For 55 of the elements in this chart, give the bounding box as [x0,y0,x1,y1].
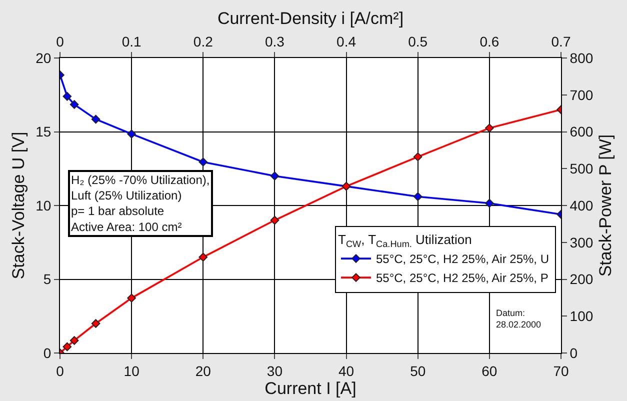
point [70,100,79,109]
y2-tick-label: 0 [570,344,578,361]
x-tick-label: 50 [410,362,426,379]
point [413,152,422,162]
x-tick-label: 70 [553,362,569,379]
legend-title: T$_{CW}$, T$_{Ca.Hum.}$ Utilization [338,232,472,249]
x2-tick-label: 0.4 [336,33,356,50]
y-tick-label: 5 [43,271,52,288]
point [198,252,208,262]
point [198,158,208,166]
point [127,130,136,138]
x-tick-label: 10 [124,362,140,379]
x2-tick-label: 0.2 [193,33,214,50]
x2-tick-label: 0.3 [264,33,285,50]
annotation: H₂ (25% -70% Utilization), Luft (25% Utilization) p= 1 bar absolute Active Area: 100 cm² [71,173,210,234]
point [270,172,280,180]
point [62,342,72,352]
point [270,216,280,225]
x2-tick-label: 0.5 [408,33,428,50]
y-tick-label: 20 [36,50,52,66]
y2-tick-label: 500 [570,160,594,177]
x-tick-label: 0 [56,362,64,379]
y2-tick-label: 200 [570,271,594,288]
x2-tick-label: 0.1 [122,33,142,50]
point [70,336,79,345]
x-tick-label: 40 [338,362,354,379]
x2-axis-title: Current-Density i [A/cm²] [217,8,404,28]
x-tick-label: 30 [266,362,283,379]
point [485,124,494,132]
x2-tick-label: 0 [56,33,64,50]
x2-tick-label: 0.7 [551,33,571,50]
y2-axis-title: Stack-Power P [W] [596,134,615,277]
point [91,114,100,124]
point [413,192,422,202]
point [485,198,494,208]
point [91,319,100,328]
x-tick-label: 60 [482,362,498,379]
x-axis-title: Current I [A] [264,379,356,398]
point [127,294,136,302]
y2-tick-label: 600 [570,124,594,140]
point [62,92,72,101]
y-tick-label: 15 [36,124,52,140]
y-tick-label: 10 [36,197,52,214]
y2-tick-label: 400 [570,197,594,214]
x2-tick-label: 0.6 [480,33,500,50]
legend-label: 55°C, 25°C, H2 25%, Air 25%, U [376,252,550,266]
y-tick-label: 0 [43,344,52,361]
y2-tick-label: 700 [570,86,594,103]
x-tick-label: 20 [195,362,212,379]
y2-tick-label: 800 [570,50,594,66]
y2-tick-label: 300 [570,234,594,250]
y-axis-title: Stack-Voltage U [V] [9,132,28,280]
legend-label: 55°C, 25°C, H2 25%, Air 25%, P [376,271,548,286]
annotation: Datum: 28.02.2000 [496,308,542,330]
y2-tick-label: 100 [570,308,594,324]
